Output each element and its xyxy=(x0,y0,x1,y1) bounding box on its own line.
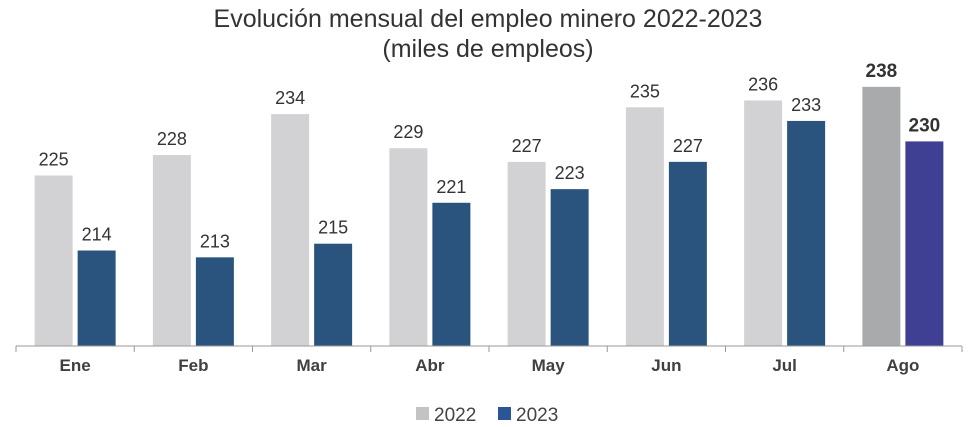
x-tick-label: Abr xyxy=(415,356,445,375)
bar-2023-Mar xyxy=(314,243,353,346)
bar-2022-Mar xyxy=(271,114,310,347)
bar-2022-May xyxy=(507,161,546,346)
bar-2023-Jun xyxy=(668,161,707,346)
data-label: 223 xyxy=(555,163,585,183)
bar-2023-Ene xyxy=(77,250,116,346)
data-label: 225 xyxy=(39,150,69,170)
data-label: 230 xyxy=(909,115,941,136)
bar-2023-May xyxy=(550,189,589,346)
legend-swatch-2022 xyxy=(416,407,429,420)
data-label: 215 xyxy=(318,218,348,238)
legend-swatch-2023 xyxy=(498,407,511,420)
data-label: 227 xyxy=(673,136,703,156)
legend-label-2023: 2023 xyxy=(516,405,558,426)
bar-2023-Abr xyxy=(432,202,471,346)
bar-2023-Ago xyxy=(905,141,944,346)
data-label: 213 xyxy=(200,231,230,251)
x-tick-label: Mar xyxy=(297,356,328,375)
legend-label-2022: 2022 xyxy=(434,405,476,426)
data-label: 236 xyxy=(748,74,778,94)
data-label: 235 xyxy=(630,81,660,101)
bar-2023-Feb xyxy=(195,257,234,346)
bar-2022-Jul xyxy=(744,100,783,346)
x-tick-label: Jul xyxy=(772,356,797,375)
data-label: 221 xyxy=(436,177,466,197)
data-label: 234 xyxy=(275,88,305,108)
data-label: 238 xyxy=(866,61,898,82)
bar-2022-Ago xyxy=(862,86,901,346)
bar-2022-Ene xyxy=(34,175,73,346)
data-label: 229 xyxy=(393,122,423,142)
data-label: 214 xyxy=(82,225,112,245)
x-tick-label: May xyxy=(532,356,566,375)
chart-title: Evolución mensual del empleo minero 2022… xyxy=(214,5,763,33)
bar-2022-Abr xyxy=(389,148,428,346)
chart-subtitle: (miles de empleos) xyxy=(382,35,593,63)
x-tick-label: Ago xyxy=(886,356,919,375)
x-tick-label: Feb xyxy=(178,356,208,375)
data-label: 227 xyxy=(512,136,542,156)
bar-2022-Feb xyxy=(152,155,191,346)
bar-2022-Jun xyxy=(625,107,664,346)
x-tick-label: Ene xyxy=(60,356,91,375)
data-label: 228 xyxy=(157,129,187,149)
bar-2023-Jul xyxy=(787,120,826,346)
data-label: 233 xyxy=(791,95,821,115)
x-tick-label: Jun xyxy=(651,356,681,375)
legend: 2022 2023 xyxy=(416,405,558,426)
